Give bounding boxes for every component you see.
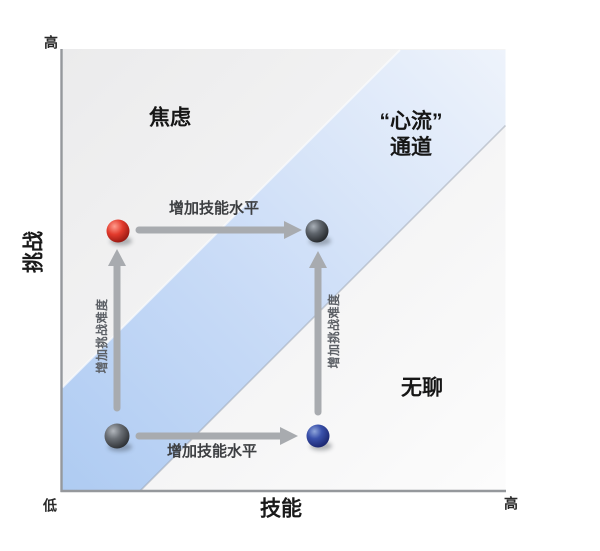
y-axis-high-label: 高 [44, 34, 58, 51]
boredom-region-label: 无聊 [401, 376, 443, 400]
x-axis-title: 技能 [260, 497, 302, 521]
arrow-label-increase-skill-bottom: 增加技能水平 [166, 443, 258, 460]
arrow-label-increase-skill-top: 增加技能水平 [168, 200, 260, 217]
anxiety-region-label: 焦虑 [149, 106, 191, 130]
arrow-increase-skill-bottom [135, 427, 298, 445]
arrow-head-up-icon [108, 249, 126, 266]
flow-channel-label: “心流” 通道 [380, 109, 443, 161]
flow-bottom-ball-gray [104, 423, 130, 449]
x-axis-high-label: 高 [504, 495, 518, 512]
arrow-increase-challenge-left [108, 249, 126, 412]
arrow-label-increase-challenge-left: 增加挑战难度 [94, 298, 109, 374]
arrow-increase-skill-top [135, 221, 302, 239]
anxiety-ball-red [106, 219, 130, 243]
flow-channel-band [62, 50, 506, 491]
arrow-label-increase-challenge-right: 增加挑战难度 [326, 293, 341, 369]
arrow-head-right-icon [284, 221, 302, 239]
y-axis-title: 挑战 [22, 231, 46, 273]
arrow-head-right-icon [280, 427, 298, 445]
arrow-increase-challenge-right [309, 251, 327, 416]
x-axis-low-label: 低 [43, 497, 57, 514]
flow-channel-label-line1: “心流” [379, 110, 443, 133]
boredom-ball-blue [306, 424, 330, 448]
flow-channel-lower-edge [139, 124, 507, 492]
flow-channel-label-line2: 通道 [390, 136, 432, 159]
arrow-head-up-icon [309, 251, 327, 268]
flow-top-ball-gray [305, 219, 329, 243]
